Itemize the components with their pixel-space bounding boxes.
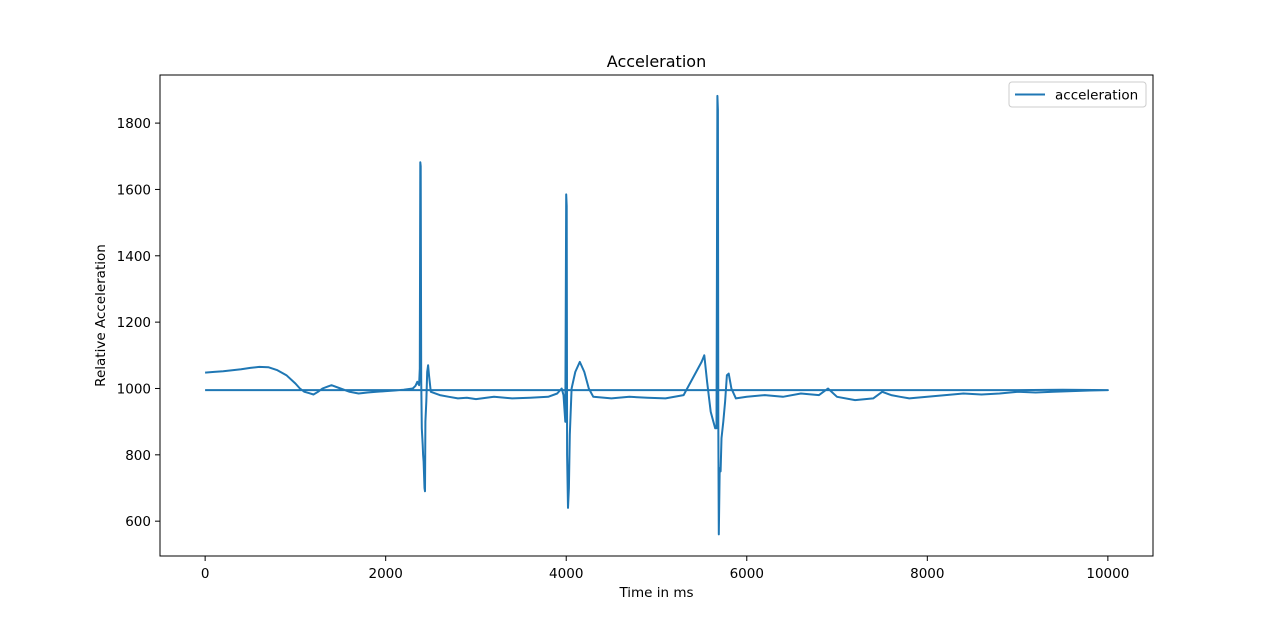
x-tick-label: 4000: [549, 566, 583, 582]
y-tick-label: 1800: [117, 116, 151, 132]
x-tick-label: 0: [201, 566, 210, 582]
x-tick-label: 2000: [369, 566, 403, 582]
plot-frame: [159, 74, 1154, 557]
y-tick-label: 600: [125, 514, 151, 530]
chart-title: Acceleration: [607, 52, 706, 71]
plot-area: 0 2000 4000 6000 8000 10000 600 800 1000 1200 1400…: [117, 74, 1154, 582]
y-tick-label: 1400: [117, 249, 151, 265]
y-tick-label: 1000: [117, 381, 151, 397]
legend-label: acceleration: [1055, 88, 1138, 104]
series-line-acceleration: [205, 94, 1109, 536]
y-tick-label: 1600: [117, 182, 151, 198]
legend-box: [1008, 81, 1147, 108]
y-axis-label: Relative Acceleration: [93, 244, 109, 387]
x-axis-label: Time in ms: [618, 585, 693, 601]
y-tick-label: 800: [125, 448, 151, 464]
y-tick-label: 1200: [117, 315, 151, 331]
x-tick-label: 6000: [730, 566, 764, 582]
x-tick-label: 10000: [1086, 566, 1129, 582]
legend: acceleration: [1008, 81, 1147, 108]
x-tick-label: 8000: [910, 566, 944, 582]
